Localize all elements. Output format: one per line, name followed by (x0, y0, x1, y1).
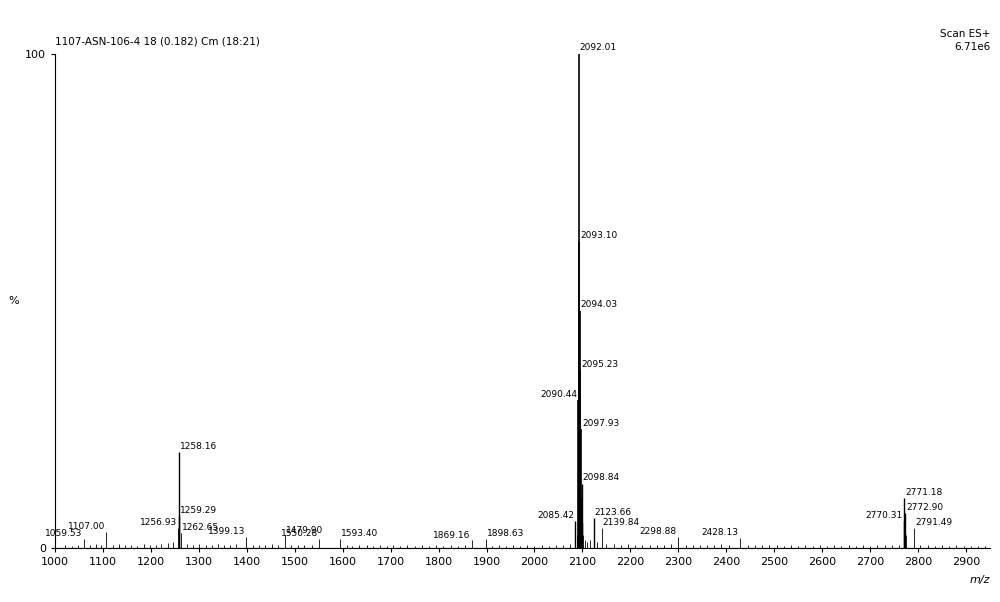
Text: 1399.13: 1399.13 (208, 527, 245, 536)
Text: 6.71e6: 6.71e6 (954, 42, 990, 52)
Text: 1059.53: 1059.53 (45, 529, 83, 538)
Text: 2428.13: 2428.13 (702, 528, 739, 537)
Text: Scan ES+: Scan ES+ (940, 29, 990, 39)
Text: 1550.28: 1550.28 (281, 529, 318, 538)
Text: 2770.31: 2770.31 (866, 510, 903, 520)
Y-axis label: %: % (9, 296, 19, 306)
Text: 2791.49: 2791.49 (915, 518, 952, 527)
Text: 2085.42: 2085.42 (537, 510, 574, 520)
Text: 1259.29: 1259.29 (180, 506, 217, 515)
Text: 2298.88: 2298.88 (640, 527, 677, 536)
Text: m/z: m/z (970, 575, 990, 585)
Text: 1479.90: 1479.90 (286, 526, 323, 535)
Text: 1256.93: 1256.93 (140, 518, 177, 527)
Text: 1869.16: 1869.16 (433, 531, 471, 539)
Text: 2092.01: 2092.01 (580, 43, 617, 52)
Text: 1107.00: 1107.00 (68, 523, 105, 532)
Text: 1898.63: 1898.63 (487, 529, 524, 538)
Text: 2095.23: 2095.23 (581, 359, 618, 368)
Text: 2771.18: 2771.18 (905, 488, 942, 497)
Text: 2094.03: 2094.03 (581, 300, 618, 309)
Text: 2090.44: 2090.44 (540, 389, 577, 399)
Text: 2139.84: 2139.84 (602, 518, 640, 527)
Text: 2098.84: 2098.84 (583, 473, 620, 482)
Text: 1593.40: 1593.40 (340, 529, 378, 538)
Text: 1258.16: 1258.16 (180, 442, 217, 450)
Text: 1107-ASN-106-4 18 (0.182) Cm (18:21): 1107-ASN-106-4 18 (0.182) Cm (18:21) (55, 37, 260, 47)
Text: 2123.66: 2123.66 (595, 508, 632, 517)
Text: 2093.10: 2093.10 (580, 231, 617, 240)
Text: 2772.90: 2772.90 (906, 503, 943, 512)
Text: 2097.93: 2097.93 (582, 419, 620, 428)
Text: 1262.65: 1262.65 (182, 523, 219, 532)
